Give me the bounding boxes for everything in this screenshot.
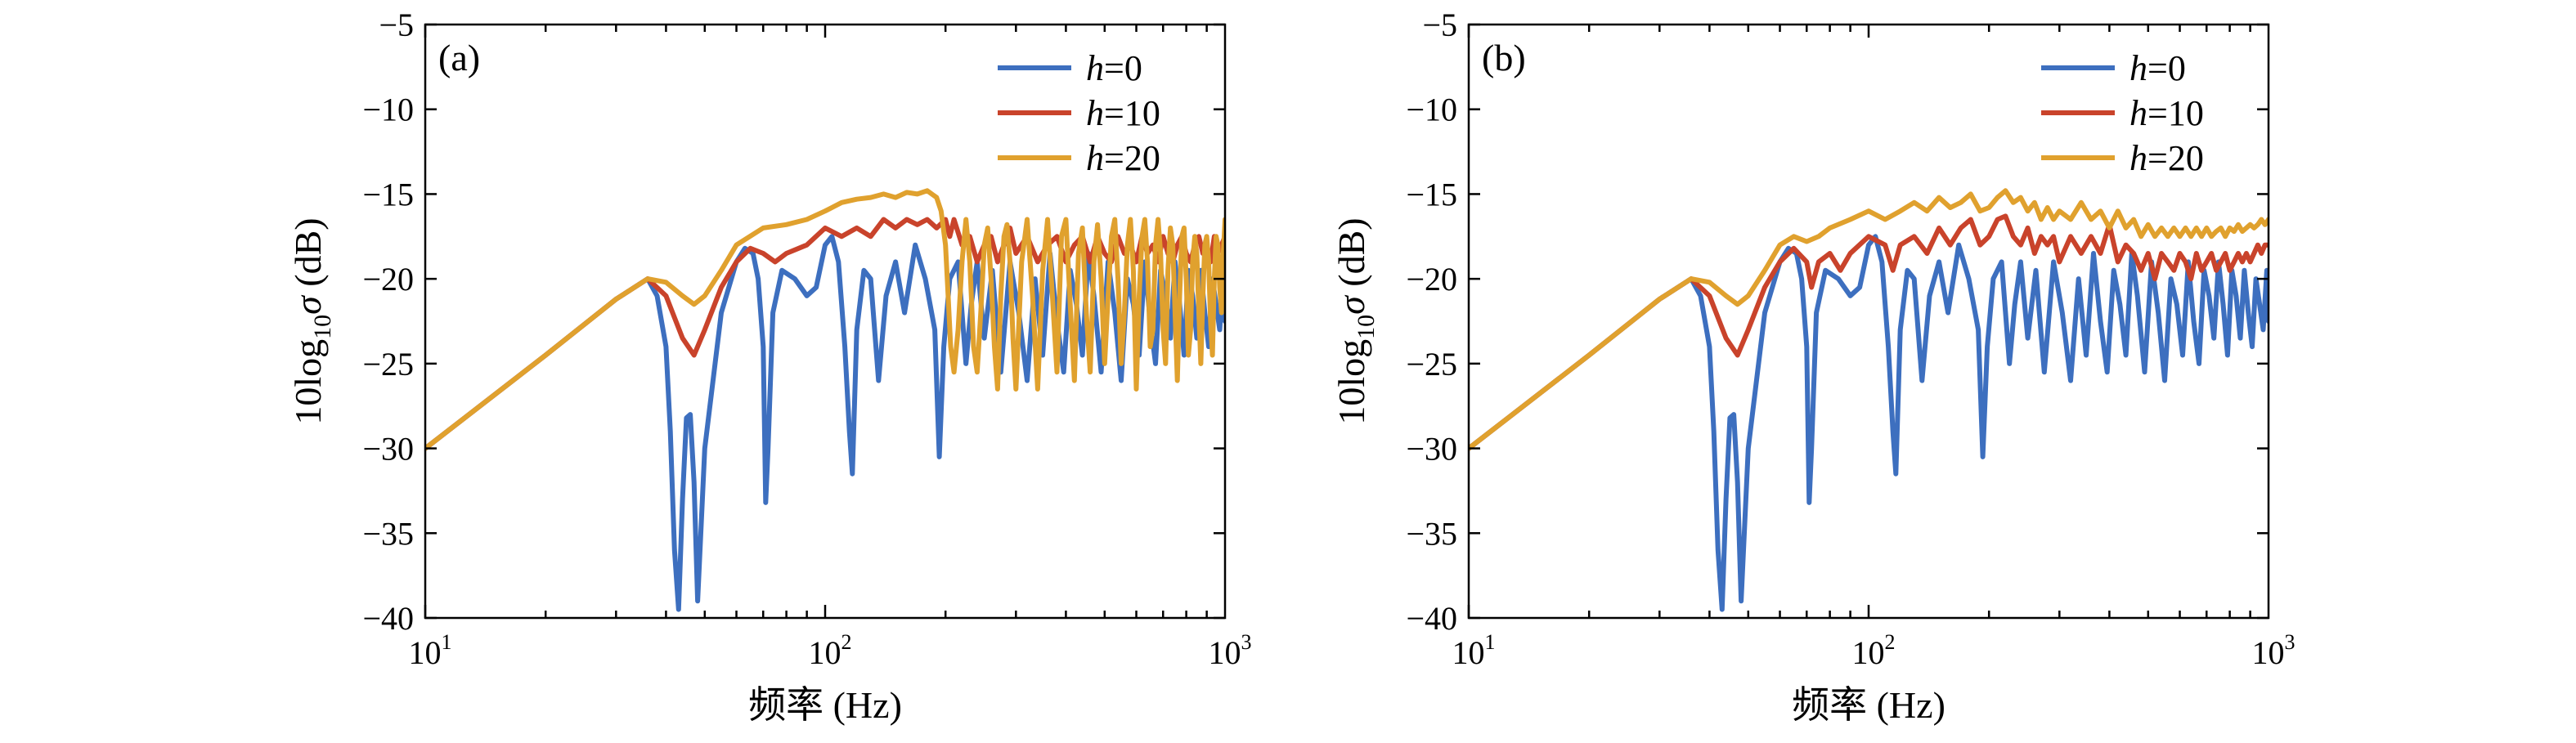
y-tick-label: −20 [1406,261,1457,298]
y-axis-label-symbol: σ [1331,294,1372,315]
y-axis-label-space [1331,287,1372,297]
legend-label: h=0 [2129,48,2186,88]
x-tick-base: 10 [1209,634,1241,671]
series-line-h0 [425,234,1225,612]
y-tick-label: −40 [1406,600,1457,637]
legend-label-val: =10 [1104,93,1160,133]
y-tick-label: −35 [1406,515,1457,552]
y-tick-label: −30 [1406,431,1457,468]
x-tick-base: 10 [809,634,841,671]
x-tick-label: 101 [409,630,452,671]
legend-label-val: =20 [1104,138,1160,178]
x-axis-label-unit: (Hz) [1877,684,1945,726]
legend-label-val: =20 [2147,138,2204,178]
y-axis-label: 10log10σ (dB) [287,217,336,424]
legend-label-var: h [1086,138,1104,178]
y-tick-label: −10 [362,92,414,128]
y-tick-label: −20 [362,261,414,298]
x-tick-exponent: 2 [841,630,852,654]
legend-label-val: =0 [2147,48,2186,88]
x-tick-exponent: 3 [1241,630,1252,654]
legend-label-val: =10 [2147,93,2204,133]
x-tick-label: 102 [809,630,852,671]
series-line-h20 [1469,188,2269,451]
x-tick-base: 10 [1852,634,1885,671]
y-tick-label: −15 [1406,176,1457,213]
y-tick-label: −30 [362,431,414,468]
y-tick-label: −10 [1406,92,1457,128]
x-axis-label: 频率 (Hz) [748,683,902,727]
x-axis-label: 频率 (Hz) [1792,683,1945,727]
legend: h=0h=10h=20 [2041,48,2204,178]
legend-label-val: =0 [1104,48,1142,88]
x-tick-label: 101 [1452,630,1496,671]
legend-label: h=0 [1086,48,1142,88]
y-axis-label-unit: (dB) [287,217,329,286]
x-tick-label: 103 [1209,630,1252,671]
y-axis-label-prefix: 10log [287,339,329,425]
x-tick-exponent: 3 [2285,630,2296,654]
series-group [1469,188,2269,612]
x-tick-exponent: 2 [1885,630,1896,654]
legend-label-var: h [2129,48,2147,88]
y-axis-label: 10log10σ (dB) [1331,217,1380,424]
legend-label-var: h [2129,93,2147,133]
x-tick-base: 10 [1452,634,1485,671]
y-axis-label-unit: (dB) [1331,217,1372,286]
y-tick-label: −25 [362,346,414,383]
y-axis-label-subscript: 10 [1353,315,1380,339]
x-tick-base: 10 [409,634,442,671]
y-tick-label: −5 [1422,7,1457,43]
x-tick-base: 10 [2252,634,2285,671]
x-tick-exponent: 1 [442,630,452,654]
series-line-h10 [425,217,1225,451]
y-axis-label-prefix: 10log [1331,339,1372,425]
x-axis-label-space [1867,684,1877,726]
legend-label-var: h [1086,48,1104,88]
legend-label: h=20 [2129,138,2204,178]
legend-label-var: h [1086,93,1104,133]
y-tick-label: −25 [1406,346,1457,383]
legend-label: h=10 [2129,93,2204,133]
x-axis-label-main: 频率 [748,683,824,727]
legend: h=0h=10h=20 [998,48,1160,178]
panel-label: (a) [438,37,480,78]
series-line-h20 [425,188,1225,451]
x-tick-label: 102 [1852,630,1896,671]
x-axis-label-main: 频率 [1792,683,1867,727]
panel-label: (b) [1482,37,1526,78]
y-tick-label: −40 [362,600,414,637]
y-tick-label: −5 [379,7,414,43]
legend-label: h=10 [1086,93,1160,133]
legend-label: h=20 [1086,138,1160,178]
y-axis-label-subscript: 10 [309,315,336,339]
series-line-h0 [1469,234,2269,612]
x-axis-label-space [824,684,833,726]
x-axis-label-unit: (Hz) [833,684,902,726]
y-axis-label-space [287,287,329,297]
x-tick-label: 103 [2252,630,2296,671]
y-axis-label-symbol: σ [287,294,329,315]
y-tick-label: −35 [362,515,414,552]
legend-label-var: h [2129,138,2147,178]
series-line-h10 [1469,213,2269,451]
series-group [425,188,1225,612]
x-tick-exponent: 1 [1485,630,1496,654]
y-tick-label: −15 [362,176,414,213]
